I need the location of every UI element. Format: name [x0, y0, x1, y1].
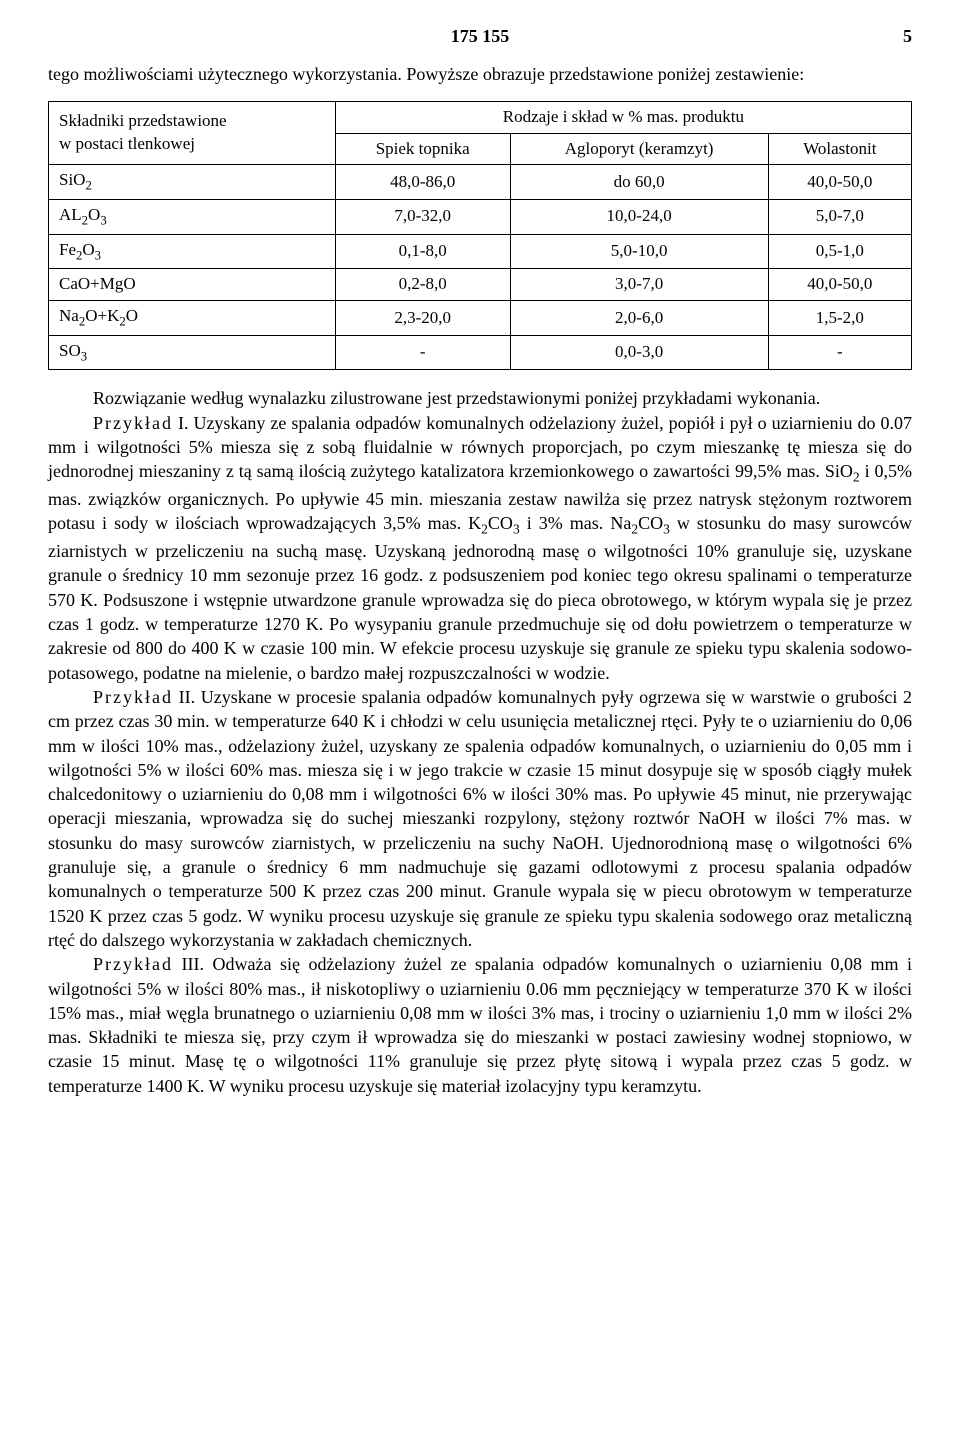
body-text: Rozwiązanie według wynalazku zilustrowan…	[48, 386, 912, 1098]
cell: 0,2-8,0	[335, 269, 510, 301]
table-row: Fe2O30,1-8,05,0-10,00,5-1,0	[49, 234, 912, 269]
cell: -	[335, 335, 510, 370]
cell: -	[768, 335, 911, 370]
paragraph: Przykład III. Odważa się odżelaziony żuż…	[48, 952, 912, 1098]
row-label: SiO2	[49, 165, 336, 200]
paragraph: Przykład II. Uzyskane w procesie spalani…	[48, 685, 912, 952]
row-label: CaO+MgO	[49, 269, 336, 301]
cell: 40,0-50,0	[768, 269, 911, 301]
cell: 2,0-6,0	[510, 301, 768, 336]
cell: 2,3-20,0	[335, 301, 510, 336]
cell: 1,5-2,0	[768, 301, 911, 336]
cell: 5,0-7,0	[768, 200, 911, 235]
doc-number: 175 155	[451, 24, 510, 48]
col-agloporyt: Agloporyt (keramzyt)	[510, 133, 768, 165]
cell: 10,0-24,0	[510, 200, 768, 235]
table-corner-bottom: w postaci tlenkowej	[59, 134, 195, 153]
col-spiek: Spiek topnika	[335, 133, 510, 165]
cell: 40,0-50,0	[768, 165, 911, 200]
cell: 0,0-3,0	[510, 335, 768, 370]
col-wolastonit: Wolastonit	[768, 133, 911, 165]
table-row: AL2O37,0-32,010,0-24,05,0-7,0	[49, 200, 912, 235]
table-corner-top: Składniki przedstawione	[59, 111, 227, 130]
table-row: SO3-0,0-3,0-	[49, 335, 912, 370]
cell: 48,0-86,0	[335, 165, 510, 200]
cell: 3,0-7,0	[510, 269, 768, 301]
page-number: 5	[903, 24, 912, 48]
composition-table: Składniki przedstawione w postaci tlenko…	[48, 101, 912, 371]
table-top-header: Rodzaje i skład w % mas. produktu	[335, 101, 911, 133]
row-label: SO3	[49, 335, 336, 370]
table-corner: Składniki przedstawione w postaci tlenko…	[49, 101, 336, 165]
row-label: Fe2O3	[49, 234, 336, 269]
cell: 0,1-8,0	[335, 234, 510, 269]
cell: do 60,0	[510, 165, 768, 200]
page-header: 5 175 155 5	[48, 24, 912, 48]
cell: 5,0-10,0	[510, 234, 768, 269]
table-row: CaO+MgO0,2-8,03,0-7,040,0-50,0	[49, 269, 912, 301]
table-row: SiO248,0-86,0do 60,040,0-50,0	[49, 165, 912, 200]
row-label: Na2O+K2O	[49, 301, 336, 336]
paragraph: Rozwiązanie według wynalazku zilustrowan…	[48, 386, 912, 410]
intro-text: tego możliwościami użytecznego wykorzyst…	[48, 62, 912, 86]
table-row: Na2O+K2O2,3-20,02,0-6,01,5-2,0	[49, 301, 912, 336]
cell: 7,0-32,0	[335, 200, 510, 235]
paragraph: Przykład I. Uzyskany ze spalania odpadów…	[48, 411, 912, 685]
cell: 0,5-1,0	[768, 234, 911, 269]
row-label: AL2O3	[49, 200, 336, 235]
